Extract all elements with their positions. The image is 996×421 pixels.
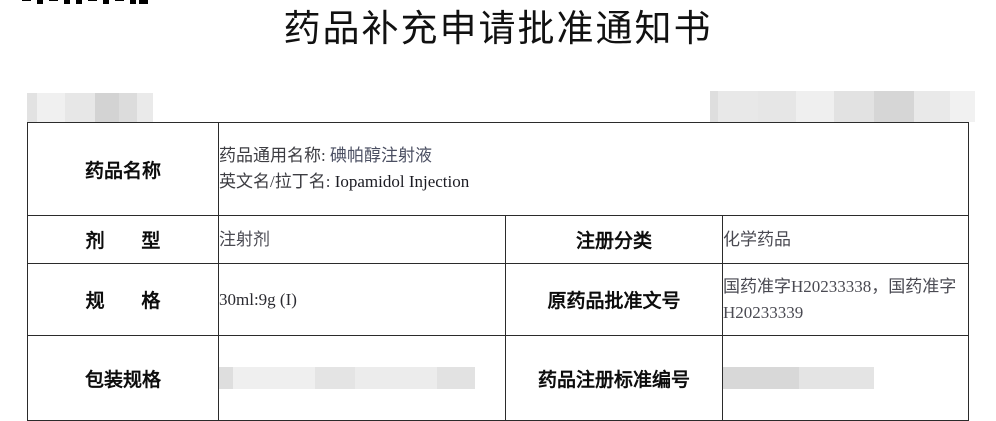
row-label-registration-category: 注册分类 — [505, 215, 723, 264]
table-row-specification: 规 格 30ml:9g (I) 原药品批准文号 国药准字H20233338，国药… — [27, 263, 970, 336]
row-label-dosage-form: 剂 型 — [27, 215, 219, 264]
latin-name-label: 英文名/拉丁名: — [219, 172, 331, 191]
row-label-specification: 规 格 — [27, 263, 219, 336]
table-row-drug-name: 药品名称 药品通用名称: 碘帕醇注射液 英文名/拉丁名: Iopamidol I… — [27, 122, 970, 216]
package-specification-redaction — [219, 367, 475, 389]
registration-standard-number-redaction — [723, 367, 874, 389]
table-row-package-specification: 包装规格 药品注册标准编号 — [27, 335, 970, 421]
page-title: 药品补充申请批准通知书 — [283, 9, 713, 50]
row-label-package-specification: 包装规格 — [27, 335, 219, 421]
latin-name-line: 英文名/拉丁名: Iopamidol Injection — [219, 169, 968, 195]
qr-code-icon — [22, 0, 148, 22]
row-label-drug-name: 药品名称 — [27, 122, 219, 216]
row-value-original-approval-number: 国药准字H20233338，国药准字H20233339 — [721, 263, 970, 336]
row-label-original-approval-number: 原药品批准文号 — [505, 263, 723, 336]
row-value-specification: 30ml:9g (I) — [218, 263, 506, 336]
generic-name-line: 药品通用名称: 碘帕醇注射液 — [219, 143, 968, 169]
row-label-registration-standard-number: 药品注册标准编号 — [505, 335, 723, 421]
drug-approval-table: 药品名称 药品通用名称: 碘帕醇注射液 英文名/拉丁名: Iopamidol I… — [27, 122, 970, 421]
row-value-package-specification — [218, 335, 506, 421]
header-redaction-left — [27, 93, 153, 122]
table-row-dosage-form: 剂 型 注射剂 注册分类 化学药品 — [27, 215, 970, 264]
row-value-drug-name: 药品通用名称: 碘帕醇注射液 英文名/拉丁名: Iopamidol Inject… — [217, 122, 970, 216]
row-value-registration-category: 化学药品 — [721, 215, 970, 264]
header-redaction-right — [710, 91, 975, 122]
generic-name-label: 药品通用名称: — [219, 146, 326, 165]
generic-name-value: 碘帕醇注射液 — [329, 146, 432, 165]
latin-name-value: Iopamidol Injection — [334, 172, 470, 191]
row-value-dosage-form: 注射剂 — [218, 215, 506, 264]
row-value-registration-standard-number — [721, 335, 970, 421]
